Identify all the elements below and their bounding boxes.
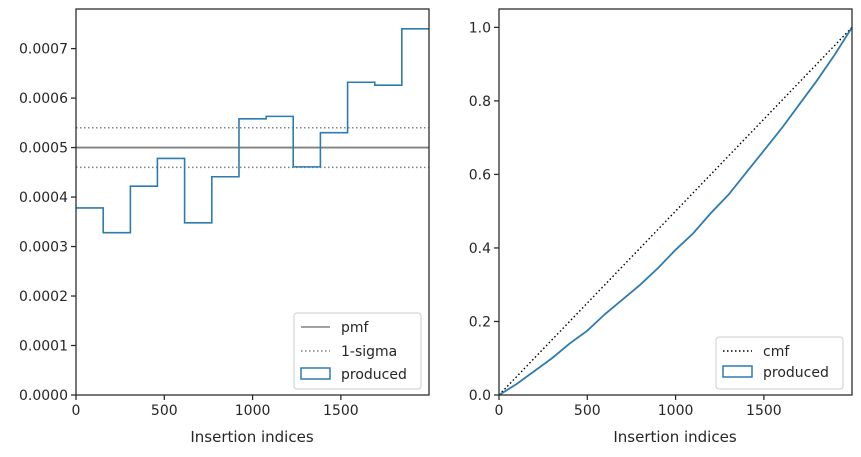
pmf-y-tick-label: 0.0006	[19, 91, 68, 107]
pmf-legend-label: pmf	[341, 320, 370, 336]
pmf-x-tick-label: 1000	[235, 403, 271, 419]
pmf-x-axis-label: Insertion indices	[190, 428, 313, 446]
cmf-y-tick-label: 0.2	[469, 314, 491, 330]
cmf-y-tick-label: 0.6	[469, 167, 491, 183]
pmf-axis-ticks: 0 500 1000 1500 0.0000 0.0001 0.0002 0.0003 0.00…	[19, 42, 359, 419]
cmf-legend: cmf produced	[715, 336, 844, 390]
sigma-legend-label: 1-sigma	[341, 344, 397, 360]
cmf-panel: 0 500 1000 1500 0.0 0.2 0.4 0.6 0.8 1.0 Insertion…	[469, 8, 853, 446]
cmf-x-tick-label: 1000	[658, 403, 694, 419]
pmf-y-tick-label: 0.0000	[19, 388, 68, 404]
cmf-cmf-line	[498, 26, 853, 396]
cmf-x-tick-label: 500	[574, 403, 601, 419]
pmf-y-tick-label: 0.0007	[19, 42, 68, 58]
pmf-y-tick-label: 0.0003	[19, 240, 68, 256]
cmf-y-tick-label: 0.4	[469, 241, 491, 257]
pmf-y-tick-label: 0.0002	[19, 289, 68, 305]
cmf-plot-marks	[498, 26, 853, 396]
cmf-y-tick-label: 0.8	[469, 94, 491, 110]
cmf-x-axis-label: Insertion indices	[613, 428, 736, 446]
cmf-legend-box	[715, 336, 844, 390]
pmf-plot-marks	[76, 27, 429, 234]
pmf-legend-box	[293, 312, 422, 390]
cmf-y-tick-label: 0.0	[469, 388, 491, 404]
cmf-produced-line	[498, 26, 853, 396]
cmf-produced-legend-label: produced	[763, 365, 829, 381]
cmf-produced-legend-swatch-patch	[722, 365, 753, 378]
pmf-produced-histogram	[76, 27, 429, 234]
cmf-legend-label: cmf	[763, 344, 790, 360]
cmf-x-tick-label: 1500	[746, 403, 782, 419]
pmf-legend: pmf 1-sigma produced	[293, 312, 422, 390]
pmf-panel: 0 500 1000 1500 0.0000 0.0001 0.0002 0.0003 0.00…	[19, 8, 430, 446]
pmf-y-tick-label: 0.0004	[19, 190, 68, 206]
pmf-y-tick-label: 0.0005	[19, 141, 68, 157]
pmf-x-tick-label: 1500	[323, 403, 359, 419]
pmf-y-tick-label: 0.0001	[19, 339, 68, 355]
cmf-x-tick-label: 0	[495, 403, 504, 419]
cmf-axis-ticks: 0 500 1000 1500 0.0 0.2 0.4 0.6 0.8 1.0	[469, 20, 782, 419]
cmf-y-tick-label: 1.0	[469, 20, 491, 36]
produced-legend-label: produced	[341, 367, 407, 383]
produced-legend-swatch-patch	[300, 367, 331, 380]
pmf-x-tick-label: 0	[72, 403, 81, 419]
pmf-x-tick-label: 500	[151, 403, 178, 419]
